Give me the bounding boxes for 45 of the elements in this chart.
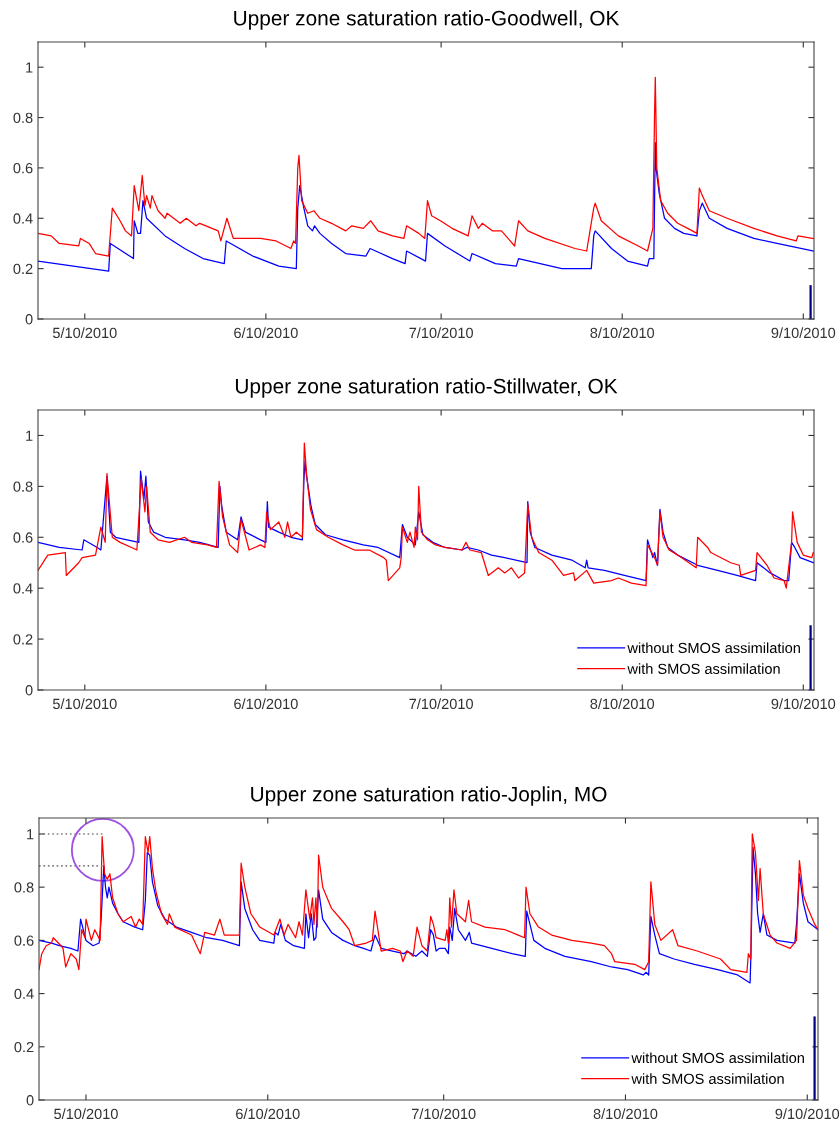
x-tick-label: 5/10/2010 <box>52 698 117 710</box>
chart-title: Upper zone saturation ratio-Stillwater, OK <box>235 378 618 398</box>
legend-label: with SMOS assimilation <box>627 663 780 674</box>
y-tick-label: 0 <box>26 1095 34 1106</box>
x-tick-label: 9/10/2010 <box>771 327 836 339</box>
y-tick-label: 0.2 <box>14 1041 34 1053</box>
line-series <box>39 833 818 973</box>
y-tick-label: 1 <box>26 430 33 441</box>
x-tick-label: 9/10/2010 <box>771 698 836 710</box>
y-tick-label: 0.6 <box>13 163 33 174</box>
y-tick-label: 0.2 <box>13 634 33 645</box>
y-tick-label: 0.6 <box>13 532 33 543</box>
x-tick-label: 7/10/2010 <box>411 1108 476 1120</box>
x-tick-label: 7/10/2010 <box>409 327 473 339</box>
y-tick-label: 0.8 <box>13 112 33 123</box>
y-tick-label: 0.4 <box>13 213 33 224</box>
legend-label: without SMOS assimilation <box>631 1052 804 1064</box>
y-tick-label: 0.4 <box>14 988 34 1000</box>
y-tick-label: 0 <box>25 314 33 325</box>
y-tick-label: 1 <box>26 62 33 73</box>
x-tick-label: 6/10/2010 <box>234 327 298 339</box>
chart-title: Upper zone saturation ratio-Joplin, MO <box>251 786 607 806</box>
line-series <box>38 76 814 257</box>
line-series <box>38 442 814 589</box>
chart-title: Upper zone saturation ratio-Goodwell, OK <box>234 10 620 30</box>
x-tick-label: 6/10/2010 <box>236 1108 300 1120</box>
x-tick-label: 6/10/2010 <box>234 698 298 710</box>
x-tick-label: 5/10/2010 <box>54 1108 118 1120</box>
y-tick-label: 1 <box>27 829 34 840</box>
y-tick-label: 0 <box>25 685 33 696</box>
y-tick-label: 0.6 <box>14 935 34 946</box>
y-tick-label: 0.4 <box>13 583 33 594</box>
y-tick-label: 0.8 <box>13 481 33 492</box>
x-tick-label: 8/10/2010 <box>590 698 655 710</box>
x-tick-label: 8/10/2010 <box>590 327 655 339</box>
y-tick-label: 0.2 <box>13 263 33 275</box>
legend-label: with SMOS assimilation <box>631 1073 784 1084</box>
x-tick-label: 9/10/2010 <box>775 1108 840 1120</box>
x-tick-label: 7/10/2010 <box>409 698 473 710</box>
line-series <box>38 142 814 272</box>
legend-label: without SMOS assimilation <box>627 642 800 654</box>
y-tick-label: 0.8 <box>14 882 34 893</box>
x-tick-label: 8/10/2010 <box>593 1108 658 1120</box>
x-tick-label: 5/10/2010 <box>52 327 117 339</box>
line-series <box>39 846 818 984</box>
